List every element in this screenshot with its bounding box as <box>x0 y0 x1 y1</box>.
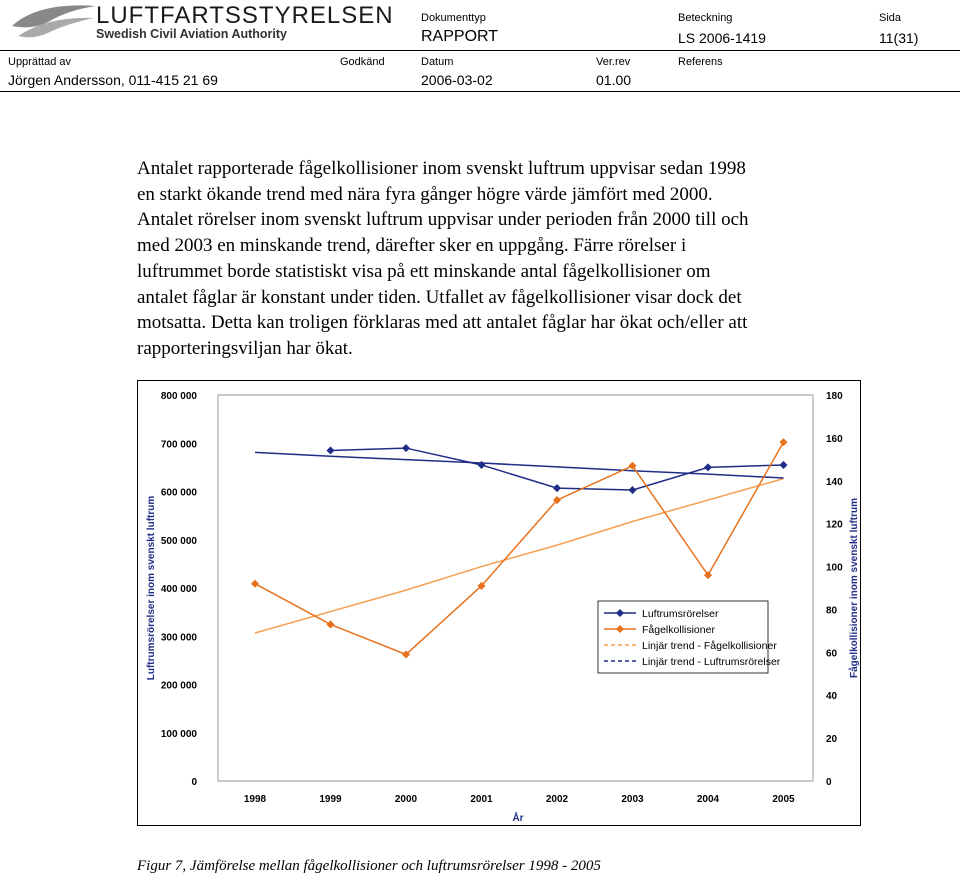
y-right-tick-label: 120 <box>826 520 843 531</box>
doctype-label: Dokumenttyp <box>421 12 486 24</box>
x-tick-label: 2002 <box>546 794 569 805</box>
approved-label: Godkänd <box>340 56 385 68</box>
y-left-tick-label: 300 000 <box>161 632 198 643</box>
legend-label: Luftrumsrörelser <box>642 608 719 620</box>
org-name: LUFTFARTSSTYRELSEN <box>96 2 394 29</box>
chart: 0 100 000 200 000 300 000 400 000 500 000 600 … <box>137 380 861 826</box>
y-right-axis-title: Fågelkollisioner inom svenskt luftrum <box>848 498 860 678</box>
legend-marker <box>615 624 625 634</box>
data-point-collisions <box>401 650 411 659</box>
y-right-tick-label: 40 <box>826 691 838 702</box>
legend-marker <box>615 608 625 618</box>
header-rule-top <box>0 50 960 51</box>
x-tick-label: 2005 <box>772 794 795 805</box>
y-right-tick-label: 180 <box>826 391 843 402</box>
y-right-tick-label: 60 <box>826 648 838 659</box>
y-left-tick-label: 500 000 <box>161 536 198 547</box>
page-value: 11(31) <box>879 30 919 46</box>
data-point-collisions <box>552 496 562 505</box>
x-tick-label: 1999 <box>319 794 342 805</box>
figure-caption: Figur 7, Jämförelse mellan fågelkollisio… <box>137 858 601 874</box>
data-point-collisions <box>779 438 788 447</box>
x-tick-label: 2004 <box>697 794 720 805</box>
reference-label: Referens <box>678 56 723 68</box>
org-subtitle: Swedish Civil Aviation Authority <box>96 27 287 41</box>
rev-label: Ver.rev <box>596 56 631 68</box>
logo <box>12 5 96 38</box>
data-point-movements <box>401 444 411 453</box>
data-point-collisions <box>628 461 637 470</box>
legend-label: Fågelkollisioner <box>642 624 715 636</box>
data-point-collisions <box>250 579 260 588</box>
x-tick-label: 2003 <box>621 794 644 805</box>
designation-label: Beteckning <box>678 12 733 24</box>
page-label: Sida <box>879 12 902 24</box>
x-tick-label: 2000 <box>395 794 418 805</box>
chart-svg: 0 100 000 200 000 300 000 400 000 500 000 600 … <box>146 391 860 824</box>
legend-label: Linjär trend - Luftrumsrörelser <box>642 656 781 668</box>
y-left-tick-label: 100 000 <box>161 729 198 740</box>
trend-line-collisions <box>254 477 784 634</box>
data-point-movements <box>326 446 335 455</box>
prepared-label: Upprättad av <box>8 56 71 68</box>
designation-value: LS 2006-1419 <box>678 30 766 46</box>
prepared-value: Jörgen Andersson, 011-415 21 69 <box>8 72 218 88</box>
plot-area <box>217 394 814 782</box>
y-left-tick-label: 400 000 <box>161 584 198 595</box>
y-right-tick-label: 20 <box>826 734 838 745</box>
series-line-collisions <box>254 441 785 656</box>
y-left-axis-title: Luftrumsrörelser inom svenskt luftrum <box>146 496 157 681</box>
rev-value: 01.00 <box>596 72 632 88</box>
y-left-tick-label: 700 000 <box>161 439 198 450</box>
y-left-tick-label: 200 000 <box>161 681 198 692</box>
x-tick-label: 1998 <box>244 794 267 805</box>
y-right-tick-label: 100 <box>826 563 843 574</box>
date-label: Datum <box>421 56 454 68</box>
x-axis-title: År <box>512 811 523 824</box>
data-point-movements <box>477 460 486 469</box>
y-right-tick-label: 160 <box>826 434 843 445</box>
y-left-tick-label: 600 000 <box>161 488 198 499</box>
body-paragraph: Antalet rapporterade fågelkollisioner in… <box>137 158 749 359</box>
x-tick-label: 2001 <box>470 794 493 805</box>
y-left-tick-label: 0 <box>191 777 197 788</box>
data-point-movements <box>779 460 788 469</box>
y-right-tick-label: 0 <box>826 777 832 788</box>
data-point-movements <box>552 484 562 493</box>
legend-label: Linjär trend - Fågelkollisioner <box>642 640 777 652</box>
data-point-movements <box>703 463 713 472</box>
y-right-tick-label: 80 <box>826 605 838 616</box>
data-point-movements <box>628 486 637 495</box>
data-point-collisions <box>326 620 335 629</box>
date-value: 2006-03-02 <box>421 72 493 88</box>
data-point-collisions <box>703 571 713 580</box>
y-left-tick-label: 800 000 <box>161 391 198 402</box>
header-rule-bottom <box>0 91 960 92</box>
trend-line-movements <box>254 451 784 479</box>
y-right-tick-label: 140 <box>826 477 843 488</box>
doctype-value: RAPPORT <box>421 28 499 45</box>
data-point-collisions <box>477 581 486 590</box>
